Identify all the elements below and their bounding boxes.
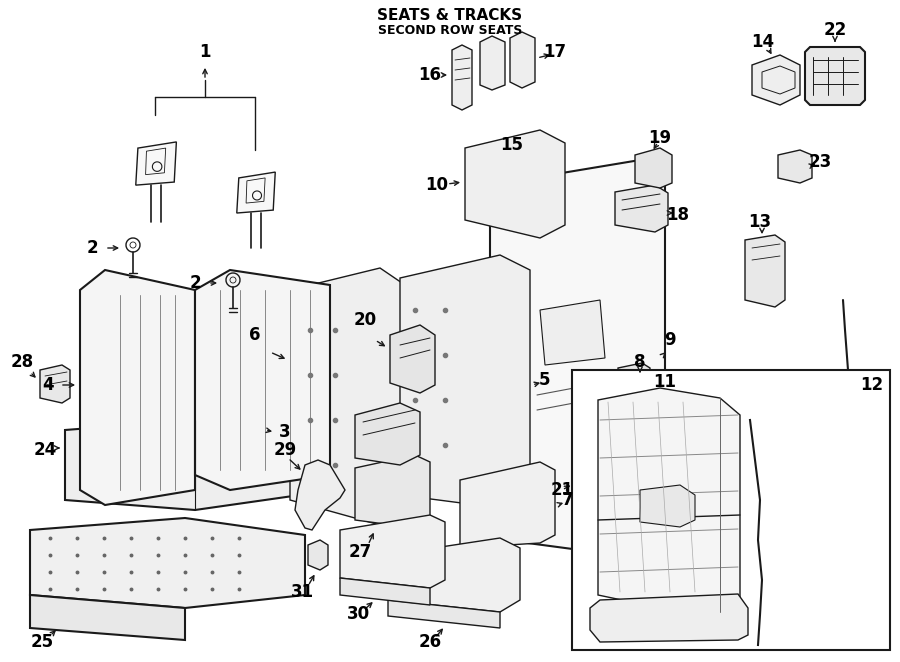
Polygon shape xyxy=(136,142,176,185)
Polygon shape xyxy=(452,45,472,110)
Text: SEATS & TRACKS: SEATS & TRACKS xyxy=(377,8,523,23)
Polygon shape xyxy=(80,270,195,505)
Text: 14: 14 xyxy=(752,33,775,51)
Text: 13: 13 xyxy=(749,213,771,231)
Text: 4: 4 xyxy=(42,376,54,394)
Polygon shape xyxy=(510,32,535,88)
Polygon shape xyxy=(575,464,610,504)
Polygon shape xyxy=(308,540,328,570)
Polygon shape xyxy=(778,150,812,183)
Polygon shape xyxy=(237,172,275,213)
Polygon shape xyxy=(490,160,665,558)
Text: 3: 3 xyxy=(279,423,291,441)
Polygon shape xyxy=(290,268,405,525)
Text: 19: 19 xyxy=(648,129,671,147)
Polygon shape xyxy=(340,515,445,588)
Text: 11: 11 xyxy=(653,373,677,391)
Polygon shape xyxy=(805,47,865,105)
Text: 5: 5 xyxy=(539,371,551,389)
Text: 21: 21 xyxy=(551,481,573,499)
Text: 2: 2 xyxy=(189,274,201,292)
Text: 6: 6 xyxy=(249,326,261,344)
Text: 26: 26 xyxy=(418,633,442,651)
Polygon shape xyxy=(40,365,70,403)
Polygon shape xyxy=(30,595,185,640)
Polygon shape xyxy=(598,388,740,612)
Polygon shape xyxy=(615,185,668,232)
Text: 16: 16 xyxy=(418,66,442,84)
Text: SECOND ROW SEATS: SECOND ROW SEATS xyxy=(378,24,522,37)
Polygon shape xyxy=(635,148,672,188)
Polygon shape xyxy=(388,600,500,628)
Polygon shape xyxy=(745,235,785,307)
Polygon shape xyxy=(195,270,330,490)
Text: 22: 22 xyxy=(824,21,847,39)
Text: 24: 24 xyxy=(33,441,57,459)
Text: 1: 1 xyxy=(199,43,211,61)
Text: 25: 25 xyxy=(31,633,54,651)
Text: 20: 20 xyxy=(354,311,376,329)
Polygon shape xyxy=(30,518,305,608)
Polygon shape xyxy=(355,455,430,528)
Polygon shape xyxy=(480,36,505,90)
Text: 10: 10 xyxy=(426,176,448,194)
Polygon shape xyxy=(540,300,605,365)
Polygon shape xyxy=(388,538,520,612)
Text: 17: 17 xyxy=(544,43,567,61)
Polygon shape xyxy=(355,403,420,465)
Text: 12: 12 xyxy=(860,376,884,394)
Text: 27: 27 xyxy=(348,543,372,561)
Polygon shape xyxy=(465,130,565,238)
Polygon shape xyxy=(65,420,300,510)
Polygon shape xyxy=(618,363,650,400)
Text: 15: 15 xyxy=(500,136,524,154)
Polygon shape xyxy=(752,55,800,105)
Text: 28: 28 xyxy=(11,353,33,371)
Text: 31: 31 xyxy=(291,583,313,601)
Polygon shape xyxy=(400,255,530,508)
Text: 30: 30 xyxy=(346,605,370,623)
Bar xyxy=(572,370,890,650)
Polygon shape xyxy=(390,325,435,393)
Text: 8: 8 xyxy=(634,353,646,371)
Text: 18: 18 xyxy=(667,206,689,224)
Polygon shape xyxy=(340,578,430,605)
Text: 29: 29 xyxy=(274,441,297,459)
Text: 23: 23 xyxy=(808,153,832,171)
Text: 7: 7 xyxy=(562,491,574,509)
Polygon shape xyxy=(640,485,695,527)
Polygon shape xyxy=(590,594,748,642)
Text: 9: 9 xyxy=(664,331,676,349)
Polygon shape xyxy=(295,460,345,530)
Polygon shape xyxy=(460,462,555,548)
Text: 2: 2 xyxy=(86,239,98,257)
